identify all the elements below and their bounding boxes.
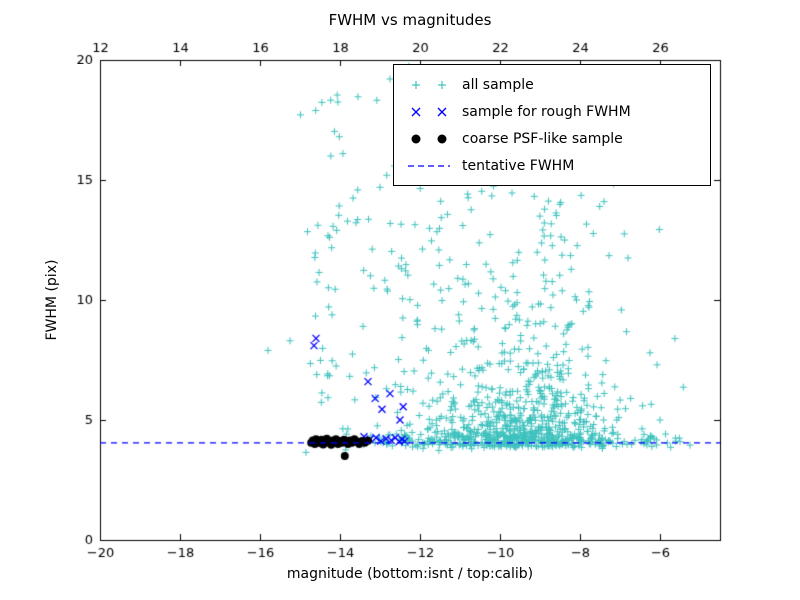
legend-label: tentative FWHM bbox=[462, 157, 575, 174]
legend-item-psf-sample: coarse PSF-like sample bbox=[406, 125, 710, 152]
chart-title: FWHM vs magnitudes bbox=[328, 11, 492, 29]
legend-item-rough-fwhm: sample for rough FWHM bbox=[406, 98, 710, 125]
legend-label: coarse PSF-like sample bbox=[462, 130, 623, 147]
plus-marker-icon bbox=[412, 80, 446, 89]
legend-label: all sample bbox=[462, 76, 534, 93]
legend-item-tentative-fwhm: tentative FWHM bbox=[406, 152, 710, 179]
y-axis-label: FWHM (pix) bbox=[44, 259, 60, 341]
legend: all sample sample for rough FWHM coarse … bbox=[393, 64, 711, 186]
legend-label: sample for rough FWHM bbox=[462, 103, 631, 120]
dashed-line-icon bbox=[408, 164, 450, 167]
x-axis-label: magnitude (bottom:isnt / top:calib) bbox=[286, 566, 534, 582]
dot-marker-icon bbox=[411, 134, 447, 143]
legend-item-all-sample: all sample bbox=[406, 71, 710, 98]
x-marker-icon bbox=[411, 107, 447, 116]
